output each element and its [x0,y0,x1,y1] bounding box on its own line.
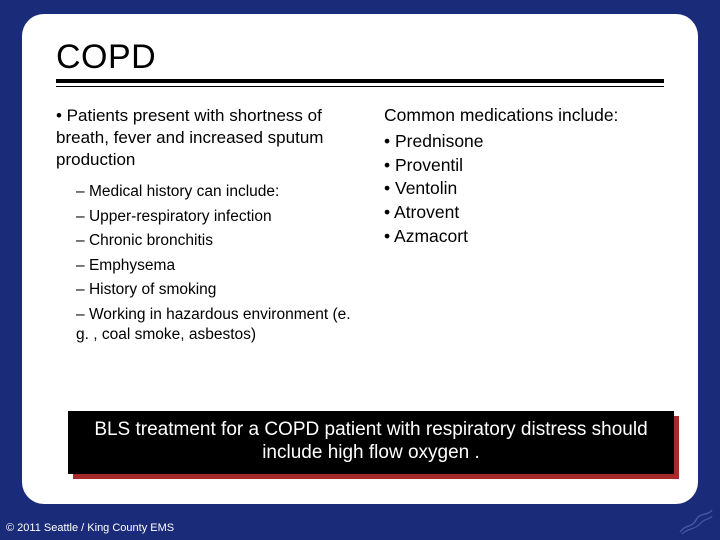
sub-bullet: Emphysema [76,256,356,276]
sub-bullet: History of smoking [76,280,356,300]
medications-heading: Common medications include: [384,105,664,126]
medication-item: • Ventolin [384,177,664,201]
lead-bullet: • Patients present with shortness of bre… [56,105,356,170]
callout-text: BLS treatment for a COPD patient with re… [68,411,674,475]
left-column: • Patients present with shortness of bre… [56,105,356,349]
corner-decoration-icon [678,506,714,536]
title-rule-thin [56,86,664,87]
sub-bullet: Medical history can include: [76,182,356,202]
medication-item: • Azmacort [384,225,664,249]
right-column: Common medications include: • Prednisone… [384,105,664,349]
callout-box: BLS treatment for a COPD patient with re… [68,411,674,475]
sub-bullet: Upper-respiratory infection [76,207,356,227]
sub-bullet: Working in hazardous environment (e. g. … [76,305,356,346]
sub-bullet-list: Medical history can include: Upper-respi… [56,182,356,345]
medication-item: • Proventil [384,154,664,178]
sub-bullet: Chronic bronchitis [76,231,356,251]
medication-item: • Prednisone [384,130,664,154]
slide-title: COPD [56,38,664,77]
copyright-text: © 2011 Seattle / King County EMS [6,522,174,534]
content-columns: • Patients present with shortness of bre… [56,105,664,349]
title-rule-thick [56,79,664,83]
medication-item: • Atrovent [384,201,664,225]
slide-card: COPD • Patients present with shortness o… [22,14,698,504]
